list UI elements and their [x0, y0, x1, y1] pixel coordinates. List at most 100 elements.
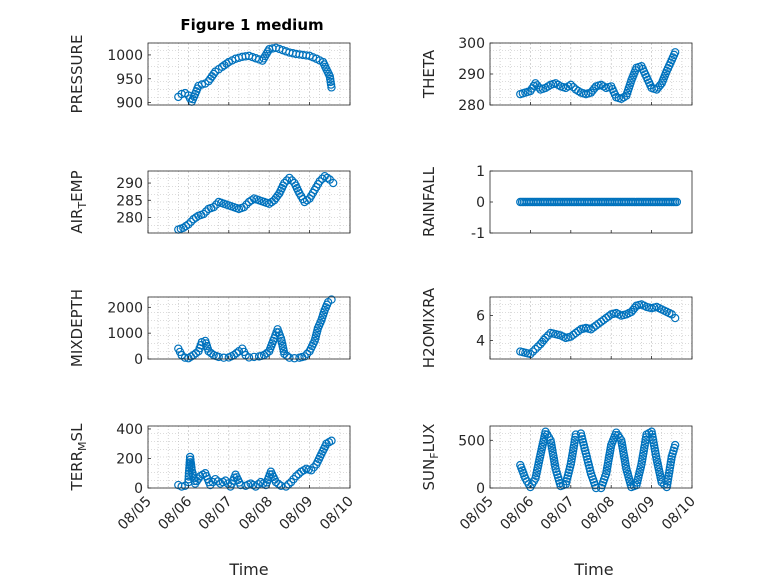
x-axis-label-right: Time: [573, 560, 613, 579]
data-point: [242, 200, 251, 209]
data-point: [604, 312, 613, 321]
x-tick-label: 08/10: [659, 494, 699, 534]
x-tick-label: 08/09: [619, 494, 659, 534]
y-tick-label: 200: [116, 451, 143, 467]
y-tick-label: 0: [476, 195, 485, 211]
data-point: [327, 436, 336, 445]
data-point: [571, 430, 581, 439]
y-tick-label: 400: [116, 422, 143, 438]
data-point: [672, 197, 682, 207]
x-tick-label: 08/06: [155, 493, 195, 533]
data-point: [285, 173, 294, 183]
data-point: [327, 83, 336, 92]
data-point: [274, 479, 283, 489]
data-point: [251, 482, 260, 491]
y-axis-label: PRESSURE: [68, 35, 86, 114]
data-point: [533, 342, 543, 351]
y-tick-label: 1000: [107, 48, 143, 64]
data-point: [541, 333, 550, 343]
data-point: [186, 460, 196, 470]
data-point: [199, 209, 208, 219]
y-tick-label: -1: [471, 226, 485, 242]
y-tick-label: 0: [476, 481, 485, 497]
data-point: [328, 178, 338, 188]
subplot-terr-msl: 0 200 400 08/05 08/06 08/07 08/08 08/09 08/10 TER…: [68, 422, 357, 533]
data-point: [184, 220, 193, 229]
y-axis-label: RAINFALL: [420, 166, 438, 237]
data-point: [670, 313, 680, 323]
data-point: [280, 178, 289, 188]
data-point: [590, 84, 599, 93]
data-point: [566, 80, 576, 90]
x-tick-label: 08/05: [115, 494, 155, 534]
y-axis-label: MIXDEPTH: [68, 289, 86, 367]
data-point: [185, 452, 195, 462]
y-tick-label: 1: [476, 164, 485, 180]
y-tick-label: 280: [116, 211, 143, 227]
data-point: [239, 202, 249, 212]
data-point: [630, 303, 639, 312]
y-tick-label: 950: [116, 72, 143, 88]
y-tick-label: 300: [458, 36, 485, 52]
subplot-rainfall: -1 0 1 RAINFALL: [420, 164, 693, 242]
data-point: [187, 463, 196, 472]
data-point: [186, 458, 195, 467]
data-point: [186, 217, 196, 227]
y-tick-label: 2000: [107, 300, 143, 316]
subplot-pressure: 900 950 1000 PRESSURE: [68, 35, 351, 114]
figure-title: Figure 1 medium: [180, 16, 323, 34]
data-point: [209, 69, 218, 79]
y-axis-label: AIRTEMP: [68, 170, 89, 233]
data-point: [655, 81, 665, 90]
data-point: [281, 482, 291, 491]
data-point: [291, 471, 301, 481]
data-point: [302, 196, 312, 205]
data-point: [300, 352, 309, 361]
data-point: [323, 173, 332, 183]
data-point: [191, 213, 201, 222]
data-point: [539, 335, 549, 345]
data-point: [315, 177, 324, 186]
y-tick-label: 4: [476, 333, 485, 349]
y-tick-label: 285: [116, 193, 143, 209]
data-point: [186, 455, 195, 464]
data-point: [276, 481, 286, 490]
subplot-mixdepth: 0 1000 2000 MIXDEPTH: [68, 289, 351, 368]
x-tick-label: 08/07: [538, 494, 578, 534]
data-point: [244, 353, 254, 362]
data-point: [219, 353, 228, 362]
y-tick-label: 1000: [107, 326, 143, 342]
axes-box: [147, 42, 351, 106]
axes-box: [489, 425, 693, 489]
data-point: [177, 482, 186, 491]
y-axis-label: H2OMIXRA: [420, 287, 438, 368]
data-point: [327, 295, 336, 304]
data-point: [285, 353, 294, 362]
y-tick-label: 0: [134, 352, 143, 368]
y-axis-label: TERRMSL: [68, 423, 89, 492]
axes-box: [489, 296, 693, 360]
subplot-sun-flux: 0 500 08/05 08/06 08/07 08/08 08/09 08/10 SUNFLU…: [420, 424, 699, 534]
x-axis-label-left: Time: [228, 560, 268, 579]
y-axis-label: SUNFLUX: [420, 424, 441, 491]
data-point: [670, 48, 680, 57]
y-tick-label: 0: [134, 481, 143, 497]
data-point: [531, 344, 540, 354]
data-point: [181, 221, 191, 231]
x-tick-label: 08/08: [578, 494, 618, 534]
axes-box: [147, 170, 351, 234]
x-tick-label: 08/10: [317, 494, 357, 534]
y-tick-label: 900: [116, 96, 143, 112]
y-tick-label: 290: [458, 67, 485, 83]
y-axis-label: THETA: [420, 49, 438, 99]
data-point: [282, 176, 292, 185]
data-point: [209, 202, 218, 212]
y-tick-label: 500: [458, 433, 485, 449]
x-tick-label: 08/08: [236, 494, 276, 534]
data-point: [657, 478, 666, 487]
x-tick-label: 08/05: [457, 494, 497, 534]
y-tick-label: 6: [476, 309, 485, 325]
data-point: [574, 326, 583, 336]
